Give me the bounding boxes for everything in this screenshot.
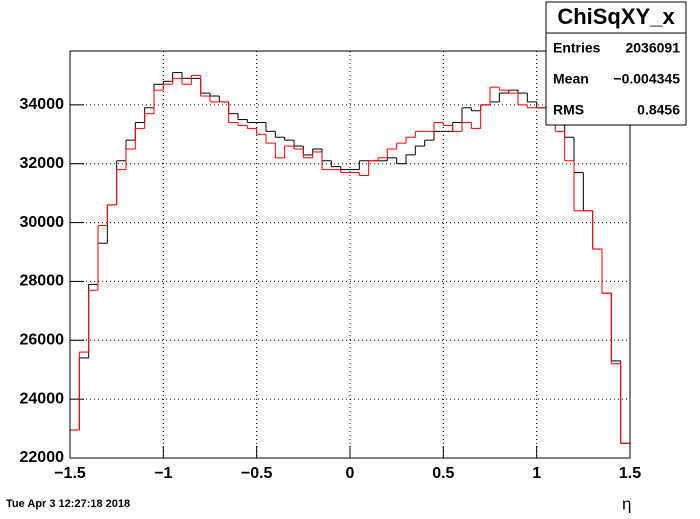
plot-frame xyxy=(69,50,631,459)
y-tick-label: 22000 xyxy=(20,449,65,466)
x-axis-label: η xyxy=(622,494,631,513)
stats-label: RMS xyxy=(553,102,584,118)
y-tick-label: 24000 xyxy=(20,390,65,407)
stats-value: 2036091 xyxy=(625,40,680,56)
x-tick-label: 0 xyxy=(346,465,355,482)
y-tick-label: 26000 xyxy=(20,332,65,349)
x-tick-label: −1.5 xyxy=(54,465,86,482)
timestamp: Tue Apr 3 12:27:18 2018 xyxy=(6,498,130,510)
y-tick-label: 30000 xyxy=(20,214,65,231)
y-tick-label: 32000 xyxy=(20,155,65,172)
stats-value: −0.004345 xyxy=(613,71,680,87)
stats-rows: Entries 2036091 Mean −0.004345 RMS 0.8456 xyxy=(553,40,680,118)
plot-frame xyxy=(69,50,631,459)
x-tick-label: −1 xyxy=(154,465,172,482)
stats-title: ChiSqXY_x xyxy=(557,4,675,29)
stats-value: 0.8456 xyxy=(637,102,680,118)
y-tick-label: 28000 xyxy=(20,273,65,290)
stats-label: Mean xyxy=(553,71,589,87)
y-tick-label: 34000 xyxy=(20,96,65,113)
x-tick-label: 1.5 xyxy=(619,465,641,482)
x-tick-label: 1 xyxy=(532,465,541,482)
x-tick-label: −0.5 xyxy=(241,465,273,482)
stats-label: Entries xyxy=(553,40,601,56)
x-tick-label: 0.5 xyxy=(432,465,454,482)
stats-box xyxy=(545,1,687,126)
